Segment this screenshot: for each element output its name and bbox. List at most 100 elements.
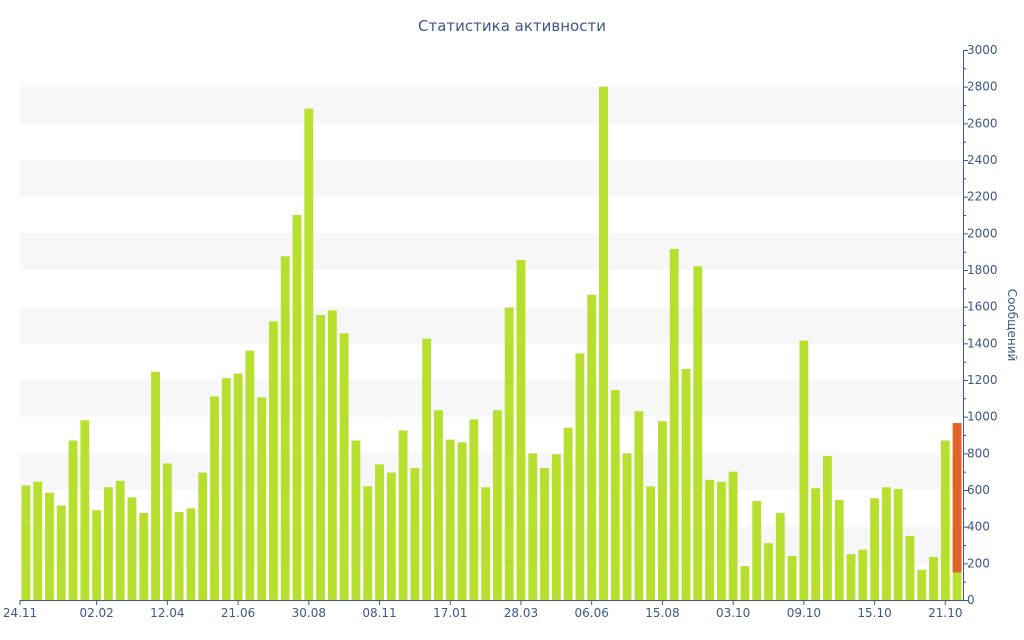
axes: 0 200 400 600 800 1000 1200 1400 1600 1800 2000 220…	[3, 43, 998, 620]
bar	[115, 480, 125, 600]
bar	[787, 556, 797, 600]
bar	[162, 463, 172, 600]
y-tick-label: 3000	[967, 43, 998, 57]
grid-bands	[20, 86, 963, 564]
bar	[221, 378, 231, 600]
bar	[917, 569, 927, 600]
bar	[45, 492, 54, 600]
x-tick-label: 21.10	[928, 606, 962, 620]
bar	[575, 353, 585, 600]
y-tick-label: 2600	[967, 116, 998, 130]
bar	[292, 215, 302, 600]
y-tick-label: 800	[967, 446, 990, 460]
bar	[198, 472, 208, 600]
bar	[940, 440, 950, 600]
bar	[245, 350, 255, 600]
y-tick-label: 2800	[967, 80, 998, 94]
x-tick-label: 09.10	[787, 606, 821, 620]
bar	[139, 512, 149, 600]
bar	[386, 472, 396, 600]
bar	[858, 549, 868, 600]
y-tick-label: 2000	[967, 226, 998, 240]
bar	[257, 397, 267, 600]
x-tick-label: 30.08	[292, 606, 326, 620]
bar	[516, 259, 526, 600]
bar	[846, 554, 856, 600]
bar	[422, 338, 432, 600]
bar	[174, 512, 184, 600]
bar	[587, 294, 597, 600]
bar	[280, 256, 290, 600]
bar	[622, 453, 632, 600]
bar	[834, 500, 844, 600]
bar-highlight	[952, 423, 962, 573]
bar	[799, 340, 809, 600]
x-tick-label: 21.06	[221, 606, 255, 620]
grid-band	[20, 86, 963, 124]
bar	[339, 333, 349, 600]
bar	[410, 468, 420, 600]
x-tick-label: 28.03	[504, 606, 538, 620]
bar	[327, 310, 337, 600]
bar	[492, 410, 502, 600]
grid-band	[20, 160, 963, 197]
bar	[504, 307, 514, 600]
bar	[56, 505, 66, 600]
bar	[316, 314, 326, 600]
bar	[92, 510, 102, 600]
bar	[269, 321, 278, 600]
bar	[551, 454, 561, 600]
x-tick-label: 02.02	[79, 606, 113, 620]
y-tick-label: 2400	[967, 153, 998, 167]
bar	[870, 498, 880, 600]
bar	[457, 442, 467, 600]
bar	[716, 481, 726, 600]
y-tick-label: 1200	[967, 373, 998, 387]
bars	[21, 86, 962, 601]
y-tick-label: 0	[967, 593, 975, 607]
y-axis-label: Сообщений	[1005, 289, 1019, 362]
bar	[363, 486, 373, 600]
bar	[764, 543, 773, 600]
bar	[740, 566, 750, 600]
bar	[103, 487, 113, 600]
bar	[563, 427, 573, 600]
grid-band	[20, 306, 963, 344]
bar	[445, 439, 455, 600]
bar	[434, 410, 443, 600]
y-tick-label: 2200	[967, 190, 998, 204]
bar	[528, 453, 538, 600]
bar	[186, 508, 196, 600]
grid-band	[20, 526, 963, 564]
x-tick-label: 15.10	[857, 606, 891, 620]
y-tick-label: 400	[967, 520, 990, 534]
bar	[33, 481, 43, 600]
bar	[210, 396, 219, 600]
x-tick-label: 12.04	[150, 606, 184, 620]
grid-band	[20, 233, 963, 270]
bar	[375, 464, 384, 600]
bar	[127, 497, 137, 600]
y-tick-label: 1400	[967, 336, 998, 350]
chart-title: Статистика активности	[418, 17, 606, 35]
bar	[481, 487, 491, 600]
y-tick-label: 1800	[967, 263, 998, 277]
bar	[929, 556, 938, 600]
bar	[728, 471, 738, 600]
x-tick-label: 17.01	[433, 606, 467, 620]
bar	[540, 468, 549, 600]
grid-band	[20, 453, 963, 490]
bar	[398, 430, 408, 600]
y-tick-label: 1600	[967, 300, 998, 314]
bar	[634, 411, 644, 600]
bar	[681, 369, 691, 600]
bar	[469, 419, 479, 600]
bar	[823, 456, 832, 600]
bar	[351, 440, 361, 600]
bar	[21, 485, 31, 600]
bar	[693, 266, 703, 600]
bar	[905, 535, 915, 600]
x-tick-label: 15.08	[645, 606, 679, 620]
